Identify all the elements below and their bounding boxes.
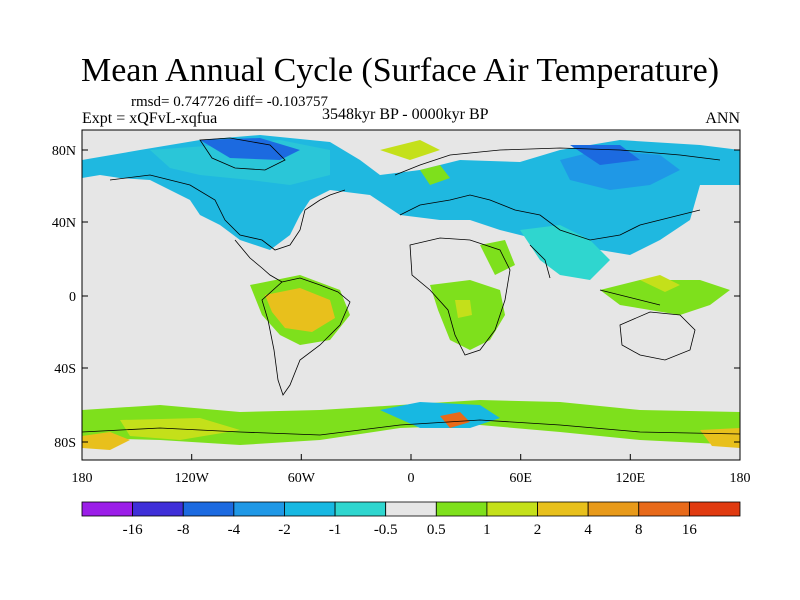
longitude-axis: 180 120W 60W 0 60E 120E 180	[72, 454, 751, 486]
siberia-cooling	[560, 150, 680, 190]
colorbar-swatch	[385, 501, 437, 517]
map-title: Mean Annual Cycle (Surface Air Temperatu…	[80, 52, 720, 89]
south-america-coast	[261, 277, 351, 396]
anomaly-field	[82, 130, 740, 460]
lon-tick-label: 180	[72, 471, 93, 486]
colorbar-label: 2	[534, 522, 542, 538]
colorbar-label: 8	[635, 522, 643, 538]
lon-tick-label: 60E	[509, 471, 532, 486]
antarctic-cooling	[380, 402, 500, 428]
colorbar-swatch	[233, 501, 285, 517]
amazon-warm-core	[265, 288, 335, 332]
colorbar-label: -16	[123, 522, 143, 538]
greenland-coast	[199, 137, 286, 171]
colorbar-swatch	[81, 501, 134, 517]
colorbar-swatch	[587, 501, 640, 517]
colorbar-label: -8	[177, 522, 190, 538]
colorbar-swatch	[182, 501, 235, 517]
coastlines	[82, 137, 740, 436]
colorbar-swatch	[688, 501, 741, 517]
period-label: 3548kyr BP - 0000kyr BP	[322, 106, 489, 123]
scandinavia-warm	[420, 165, 450, 185]
colorbar-swatch	[435, 501, 488, 517]
colorbar-label: -2	[278, 522, 291, 538]
greenland-cold-core	[200, 138, 300, 160]
colorbar-label: -4	[228, 522, 241, 538]
colorbar-swatch	[284, 501, 336, 517]
colorbar-swatch	[132, 501, 184, 517]
colorbar-swatch	[334, 501, 387, 517]
colorbar-label: 1	[483, 522, 491, 538]
east-africa-warm	[480, 240, 515, 275]
lon-tick-label: 120W	[175, 471, 210, 486]
north-america-coast	[109, 174, 346, 251]
antarctica-coast	[82, 419, 740, 436]
experiment-label: Expt = xQFvL-xqfua	[82, 110, 218, 127]
eurasia-south-coast	[399, 194, 701, 241]
central-america-coast	[234, 239, 283, 283]
australia-coast	[619, 311, 696, 361]
africa-coast	[409, 237, 511, 356]
lat-tick-label: 0	[69, 290, 76, 305]
colorbar-swatch	[537, 501, 589, 517]
colorbar-label: 0.5	[427, 522, 446, 538]
colorbar-swatch	[638, 501, 690, 517]
india-coast	[529, 244, 551, 279]
lon-tick-label: 180	[730, 471, 751, 486]
arctic-warm-spot	[380, 140, 440, 160]
colorbar-label: -0.5	[374, 522, 398, 538]
antarctic-hot-spot	[440, 412, 470, 428]
ross-sea-warm	[82, 432, 130, 450]
stats-line: rmsd= 0.747726 diff= -0.103757	[131, 94, 329, 110]
lat-tick-label: 40S	[54, 362, 76, 377]
maritime-continent-warm	[600, 280, 730, 315]
lon-tick-label: 0	[408, 471, 415, 486]
colorbar-label: -1	[329, 522, 342, 538]
colorbar-label: 16	[682, 522, 698, 538]
lat-tick-label: 80S	[54, 436, 76, 451]
latitude-axis: 80N 40N 0 40S 80S	[52, 144, 740, 451]
indonesia-coast	[599, 289, 661, 306]
eurasia-north-coast	[394, 147, 721, 176]
lon-tick-label: 60W	[288, 471, 316, 486]
colorbar: -16 -8 -4 -2 -1 -0.5 0.5 1 2 4 8 16	[81, 501, 741, 538]
colorbar-swatch	[486, 501, 538, 517]
lat-tick-label: 80N	[52, 144, 76, 159]
colorbar-label: 4	[584, 522, 592, 538]
lat-tick-label: 40N	[52, 216, 76, 231]
season-label: ANN	[705, 110, 740, 127]
africa-warm-core	[455, 300, 472, 318]
pacific-warm-core	[640, 275, 680, 292]
lon-tick-label: 120E	[616, 471, 646, 486]
